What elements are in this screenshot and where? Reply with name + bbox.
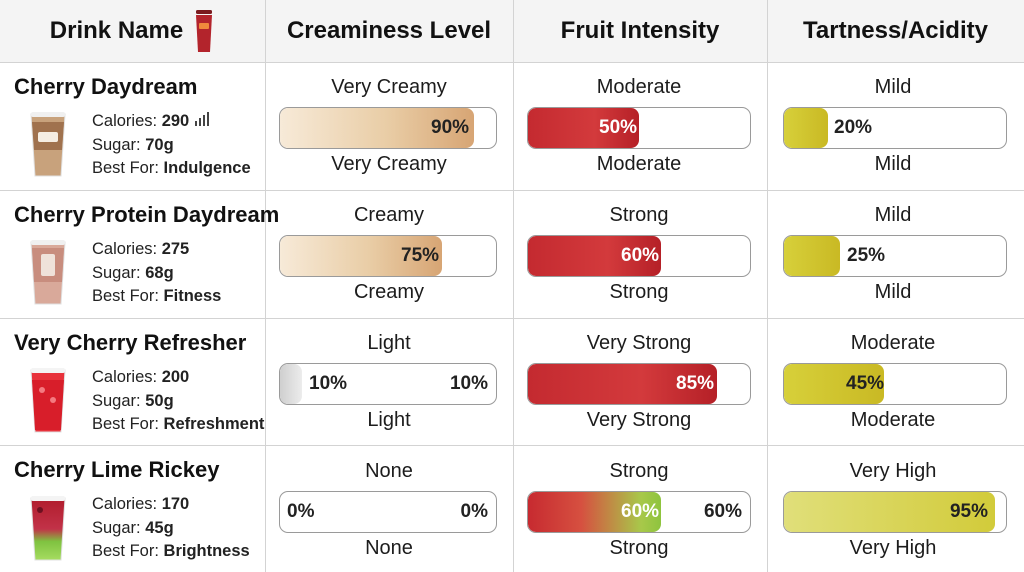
fruit-label: Strong bbox=[609, 460, 669, 482]
nutrition-info: Calories: 200 Sugar: 50g Best For: Refre… bbox=[92, 368, 265, 433]
tartness-bar: 20% bbox=[783, 107, 1007, 149]
row-divider bbox=[0, 190, 1024, 191]
tartness-label: Moderate bbox=[850, 332, 936, 354]
lime-rickey-icon bbox=[30, 496, 66, 561]
table-header bbox=[0, 0, 1024, 62]
fruit-bar: 50% bbox=[527, 107, 751, 149]
fruit-label: Very Strong bbox=[586, 409, 692, 431]
fruit-label: Very Strong bbox=[586, 332, 692, 354]
bar-fill bbox=[784, 364, 884, 404]
tartness-bar: 95% bbox=[783, 491, 1007, 533]
creaminess-label: None bbox=[365, 537, 413, 559]
header-creaminess: Creaminess Level bbox=[286, 17, 492, 44]
bar-percent: 60% bbox=[703, 501, 742, 522]
fruit-label: Moderate bbox=[596, 153, 682, 175]
fruit-bar: 85% bbox=[527, 363, 751, 405]
bar-fill bbox=[784, 108, 829, 148]
creaminess-label: Creamy bbox=[353, 281, 424, 303]
creaminess-bar: 90% bbox=[279, 107, 497, 149]
bar-percent: 0% bbox=[287, 501, 315, 522]
tartness-label: Very High bbox=[849, 460, 937, 482]
fruit-label: Strong bbox=[609, 537, 669, 559]
tartness-label: Very High bbox=[849, 537, 937, 559]
bar-percent: 0% bbox=[460, 501, 488, 522]
creaminess-bar: 0% 0% bbox=[279, 491, 497, 533]
bar-percent: 10% bbox=[309, 373, 348, 394]
nutrition-info: Calories: 170 Sugar: 45g Best For: Brigh… bbox=[92, 495, 250, 560]
bar-percent: 25% bbox=[847, 245, 886, 266]
bar-percent: 20% bbox=[834, 117, 873, 138]
bar-fill bbox=[528, 236, 662, 276]
bar-percent: 60% bbox=[621, 501, 660, 522]
bar-chart-icon bbox=[194, 112, 209, 126]
creaminess-label: Light bbox=[367, 409, 411, 431]
bar-percent: 95% bbox=[949, 501, 988, 522]
iced-latte-icon bbox=[30, 112, 66, 177]
tartness-label: Mild bbox=[874, 204, 912, 226]
row-divider bbox=[0, 62, 1024, 63]
header-fruit-intensity: Fruit Intensity bbox=[560, 17, 720, 44]
bar-fill bbox=[784, 236, 840, 276]
row-divider bbox=[0, 318, 1024, 319]
creaminess-label: Light bbox=[367, 332, 411, 354]
bar-percent: 75% bbox=[401, 245, 440, 266]
creaminess-label: Creamy bbox=[353, 204, 424, 226]
creaminess-label: Very Creamy bbox=[331, 76, 447, 98]
bar-fill bbox=[280, 364, 302, 404]
column-divider bbox=[265, 0, 266, 572]
fruit-bar: 60% 60% bbox=[527, 491, 751, 533]
tartness-bar: 25% bbox=[783, 235, 1007, 277]
bar-percent: 60% bbox=[621, 245, 660, 266]
column-divider bbox=[513, 0, 514, 572]
tartness-label: Mild bbox=[874, 281, 912, 303]
bar-fill bbox=[784, 492, 995, 532]
drink-cup-icon bbox=[196, 10, 213, 52]
header-tartness: Tartness/Acidity bbox=[803, 17, 988, 44]
bar-fill bbox=[528, 108, 639, 148]
tartness-bar: 45% bbox=[783, 363, 1007, 405]
fruit-label: Strong bbox=[609, 204, 669, 226]
creaminess-label: Very Creamy bbox=[331, 153, 447, 175]
fruit-bar: 60% bbox=[527, 235, 751, 277]
fruit-label: Strong bbox=[609, 281, 669, 303]
drink-name: Cherry Protein Daydream bbox=[14, 202, 280, 227]
creaminess-label: None bbox=[365, 460, 413, 482]
nutrition-info: Calories: 290 Sugar: 70g Best For: Indul… bbox=[92, 112, 251, 177]
refresher-drink-icon bbox=[30, 368, 66, 433]
row-divider bbox=[0, 445, 1024, 446]
column-divider bbox=[767, 0, 768, 572]
bar-percent: 45% bbox=[846, 373, 885, 394]
tartness-label: Moderate bbox=[850, 409, 936, 431]
bar-percent: 50% bbox=[599, 117, 638, 138]
drink-name: Cherry Lime Rickey bbox=[14, 457, 220, 482]
bar-fill bbox=[528, 492, 662, 532]
fruit-label: Moderate bbox=[596, 76, 682, 98]
protein-shake-icon bbox=[30, 240, 66, 305]
tartness-label: Mild bbox=[874, 76, 912, 98]
creaminess-bar: 75% bbox=[279, 235, 497, 277]
bar-fill bbox=[280, 236, 442, 276]
bar-percent: 90% bbox=[431, 117, 470, 138]
tartness-label: Mild bbox=[874, 153, 912, 175]
nutrition-info: Calories: 275 Sugar: 68g Best For: Fitne… bbox=[92, 240, 222, 305]
bar-fill bbox=[280, 108, 475, 148]
bar-percent: 10% bbox=[449, 373, 488, 394]
bar-percent: 85% bbox=[676, 373, 715, 394]
header-drink-name: Drink Name bbox=[0, 0, 265, 62]
drink-name: Cherry Daydream bbox=[14, 74, 198, 99]
creaminess-bar: 10% 10% bbox=[279, 363, 497, 405]
drink-name: Very Cherry Refresher bbox=[14, 330, 247, 355]
bar-fill bbox=[528, 364, 717, 404]
